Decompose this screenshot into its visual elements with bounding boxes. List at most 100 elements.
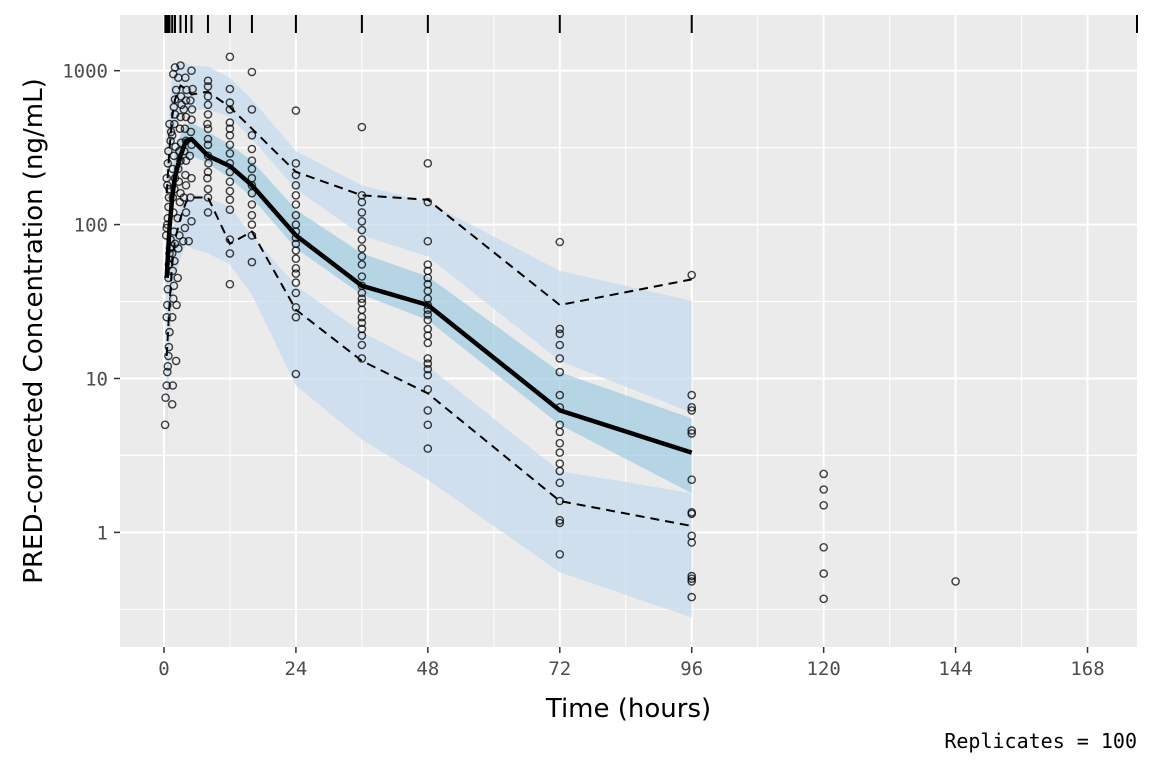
observed-point [162, 367, 172, 377]
observed-point [225, 195, 235, 204]
observed-point [203, 110, 213, 119]
observed-point [291, 106, 301, 115]
observed-point [167, 312, 177, 322]
observed-point [203, 119, 212, 129]
y-axis-title: PRED-corrected Concentration (ng/mL) [19, 78, 49, 583]
observed-point [186, 193, 195, 202]
observed-point [291, 369, 301, 379]
observed-point [357, 235, 367, 244]
observed-point [176, 138, 186, 148]
observed-point [687, 571, 697, 581]
observed-point [181, 73, 190, 82]
observed-point [357, 260, 367, 269]
observed-point [951, 577, 960, 586]
observed-point [225, 177, 235, 186]
observed-point [247, 257, 257, 267]
observed-point [555, 354, 565, 363]
observed-point [225, 149, 235, 158]
observed-point [176, 112, 185, 122]
observed-point [247, 200, 257, 209]
observed-point [180, 223, 190, 233]
observed-point [819, 469, 829, 479]
observed-point [181, 136, 191, 146]
observed-point [178, 236, 188, 246]
y-tick-label: 10 [85, 368, 108, 390]
observed-point [203, 100, 213, 110]
observed-point [687, 592, 697, 602]
observed-point [687, 507, 697, 517]
observed-point [162, 173, 171, 183]
observed-point [687, 402, 697, 412]
observed-point [161, 393, 170, 403]
observed-point [291, 180, 301, 190]
observed-point [181, 180, 191, 190]
observed-point [423, 197, 433, 207]
observed-point [357, 252, 367, 261]
observed-point [555, 459, 565, 468]
observed-point [173, 244, 183, 253]
y-tick-label: 1 [97, 522, 108, 544]
observed-point [169, 151, 179, 161]
observed-point [225, 205, 235, 214]
observed-point [203, 82, 213, 91]
x-tick-label: 48 [416, 658, 439, 680]
x-tick-label: 168 [1070, 658, 1104, 680]
y-tick-label: 100 [74, 215, 108, 237]
observed-point [169, 281, 179, 291]
observed-point [357, 225, 367, 235]
observed-point [555, 329, 565, 339]
observed-point [247, 220, 257, 229]
observed-point [181, 96, 191, 105]
observed-point [423, 266, 433, 276]
observed-point [165, 119, 174, 129]
observed-point [203, 193, 213, 202]
x-tick-label: 96 [680, 658, 703, 680]
observed-point [163, 158, 173, 168]
observed-point [203, 208, 213, 217]
observed-point [175, 146, 184, 156]
observed-point [164, 351, 173, 361]
observed-point [423, 324, 433, 334]
observed-point [423, 359, 433, 368]
observed-point [357, 122, 367, 132]
observed-point [163, 361, 173, 371]
observed-point [247, 231, 257, 240]
observed-point [203, 140, 213, 150]
observed-point [423, 158, 433, 168]
observed-point [225, 52, 235, 62]
observed-point [687, 475, 697, 485]
x-tick-label: 0 [158, 658, 169, 680]
observed-point [291, 170, 301, 180]
observed-point [164, 193, 174, 202]
observed-point [167, 130, 177, 140]
observed-point [247, 67, 257, 77]
observed-point [687, 406, 697, 415]
observed-point [555, 438, 565, 448]
x-tick-label: 144 [938, 658, 972, 680]
observed-point [203, 134, 213, 144]
observed-point [225, 140, 235, 150]
observed-point [164, 342, 174, 352]
observed-point [225, 279, 235, 289]
observed-point [162, 381, 171, 390]
observed-point [170, 256, 179, 266]
observed-point [165, 327, 174, 337]
observed-point [176, 156, 185, 165]
observed-point [168, 164, 178, 174]
y-tick-label: 1000 [62, 61, 108, 83]
observed-point [171, 356, 181, 366]
observed-point [687, 577, 697, 586]
observed-point [357, 298, 367, 308]
observed-point [555, 496, 565, 506]
observed-point [225, 235, 235, 244]
observed-point [819, 500, 829, 510]
observed-point [187, 216, 196, 226]
observed-point [203, 92, 213, 101]
observed-point [357, 354, 367, 363]
observed-point [203, 124, 213, 133]
observed-point [168, 266, 178, 276]
observed-point [177, 100, 186, 110]
observed-point [423, 354, 433, 363]
observed-point [357, 340, 367, 350]
observed-point [187, 66, 196, 75]
